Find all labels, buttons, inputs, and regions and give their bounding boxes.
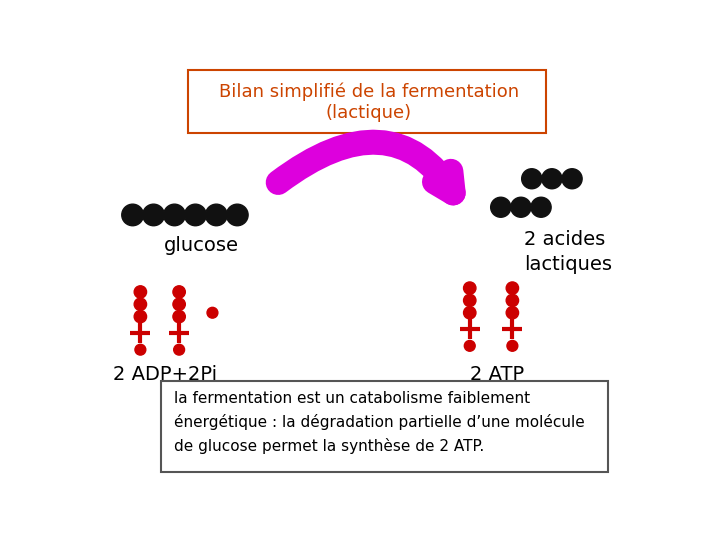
Circle shape	[506, 282, 518, 294]
Circle shape	[507, 340, 518, 351]
Circle shape	[562, 168, 582, 189]
Text: la fermentation est un catabolisme faiblement
énergétique : la dégradation parti: la fermentation est un catabolisme faibl…	[174, 392, 585, 454]
Circle shape	[143, 204, 164, 226]
Circle shape	[464, 340, 475, 351]
Text: 2 ADP+2Pi: 2 ADP+2Pi	[113, 365, 217, 384]
Circle shape	[226, 204, 248, 226]
Circle shape	[134, 298, 147, 310]
Circle shape	[174, 345, 184, 355]
Circle shape	[122, 204, 143, 226]
Text: 2 ATP: 2 ATP	[469, 365, 524, 384]
Circle shape	[205, 204, 228, 226]
Circle shape	[134, 310, 147, 323]
Circle shape	[522, 168, 542, 189]
Circle shape	[510, 197, 531, 217]
Text: 2 acides
lactiques: 2 acides lactiques	[524, 231, 612, 274]
Circle shape	[134, 286, 147, 298]
Circle shape	[135, 345, 145, 355]
Circle shape	[173, 286, 185, 298]
Circle shape	[173, 310, 185, 323]
Circle shape	[464, 294, 476, 307]
Circle shape	[506, 307, 518, 319]
Circle shape	[506, 294, 518, 307]
Circle shape	[184, 204, 206, 226]
Circle shape	[464, 307, 476, 319]
Circle shape	[531, 197, 551, 217]
Circle shape	[173, 298, 185, 310]
Circle shape	[163, 204, 185, 226]
Circle shape	[207, 307, 218, 318]
Circle shape	[542, 168, 562, 189]
FancyBboxPatch shape	[189, 70, 546, 132]
Text: (lactique): (lactique)	[326, 104, 412, 122]
Circle shape	[464, 282, 476, 294]
FancyBboxPatch shape	[161, 381, 608, 472]
Circle shape	[490, 197, 510, 217]
Text: glucose: glucose	[164, 236, 239, 255]
Text: Bilan simplifié de la fermentation: Bilan simplifié de la fermentation	[219, 83, 519, 101]
